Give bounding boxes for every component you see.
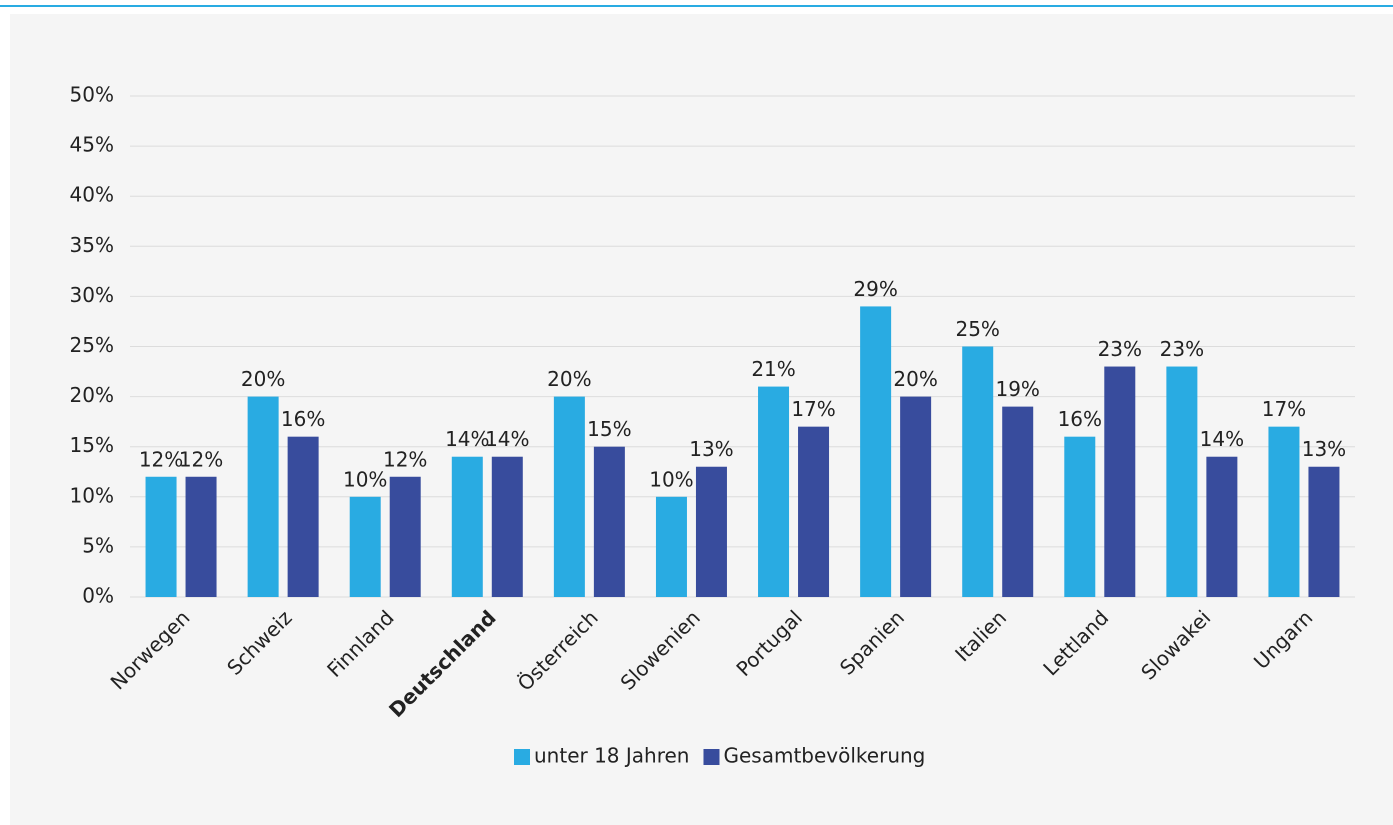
- bar: [655, 496, 687, 597]
- legend-swatch: [514, 749, 530, 765]
- bar: [1166, 366, 1198, 597]
- chart-panel: [10, 14, 1393, 825]
- bar: [1002, 406, 1034, 597]
- legend-swatch: [703, 749, 720, 765]
- bar: [962, 346, 994, 597]
- y-tick-label: 0%: [82, 584, 114, 608]
- y-tick-label: 10%: [70, 483, 114, 507]
- value-label: 14%: [485, 427, 529, 451]
- bar: [553, 396, 585, 597]
- value-label: 15%: [587, 417, 631, 441]
- bar: [695, 466, 727, 597]
- value-label: 21%: [751, 357, 795, 381]
- bar: [451, 456, 483, 597]
- bar: [798, 426, 830, 597]
- value-label: 20%: [241, 367, 285, 391]
- value-label: 16%: [1058, 407, 1102, 431]
- legend-label: Gesamtbevölkerung: [723, 744, 925, 768]
- bar: [145, 476, 177, 597]
- bar: [287, 436, 319, 597]
- value-label: 14%: [445, 427, 489, 451]
- bar: [247, 396, 279, 597]
- legend-label: unter 18 Jahren: [534, 744, 689, 768]
- value-label: 20%: [547, 367, 591, 391]
- y-tick-label: 30%: [70, 283, 114, 307]
- bar: [185, 476, 217, 597]
- bar: [1268, 426, 1300, 597]
- bar: [1206, 456, 1238, 597]
- value-label: 29%: [853, 277, 897, 301]
- y-tick-label: 5%: [82, 533, 114, 557]
- value-label: 10%: [343, 467, 387, 491]
- bar: [491, 456, 523, 597]
- y-tick-label: 35%: [70, 233, 114, 257]
- bar: [900, 396, 932, 597]
- value-label: 23%: [1098, 337, 1142, 361]
- value-label: 13%: [1302, 437, 1346, 461]
- y-tick-label: 45%: [70, 133, 114, 157]
- value-label: 25%: [955, 317, 999, 341]
- y-tick-label: 20%: [70, 383, 114, 407]
- bar: [1104, 366, 1136, 597]
- value-label: 17%: [1262, 397, 1306, 421]
- value-label: 20%: [893, 367, 937, 391]
- bar: [860, 306, 892, 597]
- bar: [349, 496, 381, 597]
- value-label: 12%: [139, 447, 183, 471]
- bar: [1308, 466, 1340, 597]
- y-tick-label: 40%: [70, 183, 114, 207]
- y-tick-label: 15%: [70, 433, 114, 457]
- value-label: 19%: [995, 377, 1039, 401]
- value-label: 13%: [689, 437, 733, 461]
- value-label: 12%: [179, 447, 223, 471]
- value-label: 16%: [281, 407, 325, 431]
- value-label: 14%: [1200, 427, 1244, 451]
- value-label: 12%: [383, 447, 427, 471]
- bar: [389, 476, 421, 597]
- bar: [1064, 436, 1096, 597]
- bar: [758, 386, 790, 597]
- y-tick-label: 25%: [70, 333, 114, 357]
- value-label: 23%: [1160, 337, 1204, 361]
- value-label: 17%: [791, 397, 835, 421]
- y-tick-label: 50%: [70, 83, 114, 107]
- value-label: 10%: [649, 467, 693, 491]
- bar: [593, 446, 625, 597]
